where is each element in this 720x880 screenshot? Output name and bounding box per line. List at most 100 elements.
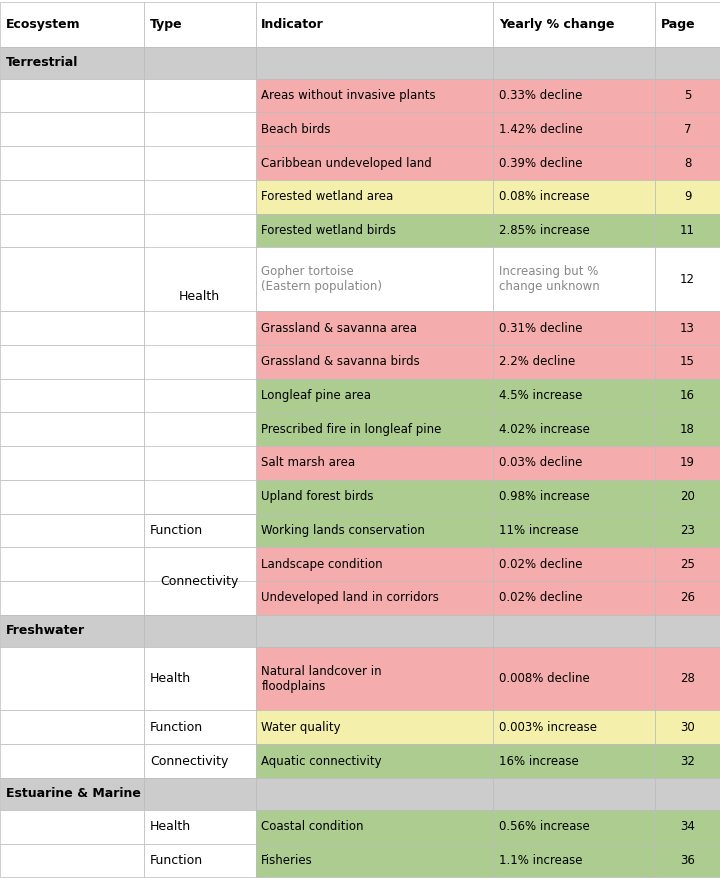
Bar — [493, 413, 655, 446]
Bar — [493, 214, 655, 247]
Bar — [256, 113, 493, 146]
Text: 16% increase: 16% increase — [499, 755, 579, 767]
Text: 0.08% increase: 0.08% increase — [499, 190, 590, 203]
Bar — [0, 47, 144, 78]
Bar — [0, 480, 144, 514]
Bar — [655, 514, 720, 547]
Bar — [655, 312, 720, 345]
Text: 0.03% decline: 0.03% decline — [499, 457, 582, 470]
Bar — [256, 844, 493, 877]
Bar — [256, 810, 493, 844]
Text: 0.33% decline: 0.33% decline — [499, 89, 582, 102]
Bar — [256, 615, 493, 647]
Text: Natural landcover in
floodplains: Natural landcover in floodplains — [261, 664, 382, 693]
Bar — [493, 446, 655, 480]
Bar — [493, 810, 655, 844]
Bar — [0, 78, 144, 113]
Text: Function: Function — [150, 721, 203, 734]
Bar — [493, 514, 655, 547]
Bar — [144, 547, 256, 581]
Bar — [0, 146, 144, 180]
Text: Undeveloped land in corridors: Undeveloped land in corridors — [261, 591, 439, 605]
Bar — [144, 514, 256, 547]
Bar — [144, 47, 256, 78]
Bar — [655, 378, 720, 413]
Text: Forested wetland birds: Forested wetland birds — [261, 224, 396, 237]
Bar — [493, 2, 655, 47]
Text: Longleaf pine area: Longleaf pine area — [261, 389, 372, 402]
Text: 4.02% increase: 4.02% increase — [499, 422, 590, 436]
Bar — [256, 581, 493, 615]
Bar — [493, 180, 655, 214]
Text: 11% increase: 11% increase — [499, 524, 579, 537]
Bar — [144, 247, 256, 312]
Bar — [493, 615, 655, 647]
Bar — [493, 312, 655, 345]
Bar — [655, 345, 720, 378]
Bar — [0, 113, 144, 146]
Text: 28: 28 — [680, 672, 695, 686]
Text: Aquatic connectivity: Aquatic connectivity — [261, 755, 382, 767]
Text: Landscape condition: Landscape condition — [261, 558, 383, 571]
Bar — [655, 214, 720, 247]
Text: Salt marsh area: Salt marsh area — [261, 457, 356, 470]
Bar — [144, 78, 256, 113]
Bar — [144, 345, 256, 378]
Text: 0.98% increase: 0.98% increase — [499, 490, 590, 503]
Text: Health: Health — [150, 672, 191, 686]
Bar — [256, 146, 493, 180]
Bar — [655, 180, 720, 214]
Text: Health: Health — [179, 290, 220, 303]
Bar — [0, 514, 144, 547]
Text: Freshwater: Freshwater — [6, 624, 85, 637]
Text: 0.008% decline: 0.008% decline — [499, 672, 590, 686]
Bar — [256, 47, 493, 78]
Bar — [655, 146, 720, 180]
Bar — [0, 2, 144, 47]
Text: 19: 19 — [680, 457, 695, 470]
Text: Function: Function — [150, 854, 203, 867]
Bar — [493, 647, 655, 710]
Bar — [144, 78, 256, 514]
Bar — [144, 113, 256, 146]
Bar — [0, 180, 144, 214]
Text: 20: 20 — [680, 490, 695, 503]
Bar — [0, 547, 144, 581]
Bar — [655, 547, 720, 581]
Bar — [493, 345, 655, 378]
Bar — [0, 844, 144, 877]
Bar — [655, 778, 720, 810]
Bar — [493, 247, 655, 312]
Bar — [655, 413, 720, 446]
Bar — [493, 778, 655, 810]
Text: 11: 11 — [680, 224, 695, 237]
Bar — [0, 710, 144, 744]
Bar — [256, 180, 493, 214]
Bar — [0, 810, 144, 844]
Bar — [256, 2, 493, 47]
Bar — [256, 514, 493, 547]
Bar — [655, 810, 720, 844]
Text: 0.02% decline: 0.02% decline — [499, 591, 582, 605]
Bar — [655, 844, 720, 877]
Bar — [144, 214, 256, 247]
Text: Indicator: Indicator — [261, 18, 324, 31]
Text: Page: Page — [661, 18, 696, 31]
Text: Grassland & savanna birds: Grassland & savanna birds — [261, 356, 420, 368]
Text: Areas without invasive plants: Areas without invasive plants — [261, 89, 436, 102]
Text: Caribbean undeveloped land: Caribbean undeveloped land — [261, 157, 432, 170]
Bar — [655, 2, 720, 47]
Text: 2.85% increase: 2.85% increase — [499, 224, 590, 237]
Bar — [256, 78, 493, 113]
Bar — [144, 744, 256, 778]
Bar — [493, 378, 655, 413]
Bar — [655, 647, 720, 710]
Bar — [0, 647, 144, 710]
Bar — [0, 778, 144, 810]
Text: Fisheries: Fisheries — [261, 854, 313, 867]
Bar — [144, 378, 256, 413]
Text: Gopher tortoise
(Eastern population): Gopher tortoise (Eastern population) — [261, 265, 382, 293]
Text: Water quality: Water quality — [261, 721, 341, 734]
Bar — [493, 547, 655, 581]
Text: Terrestrial: Terrestrial — [6, 56, 78, 70]
